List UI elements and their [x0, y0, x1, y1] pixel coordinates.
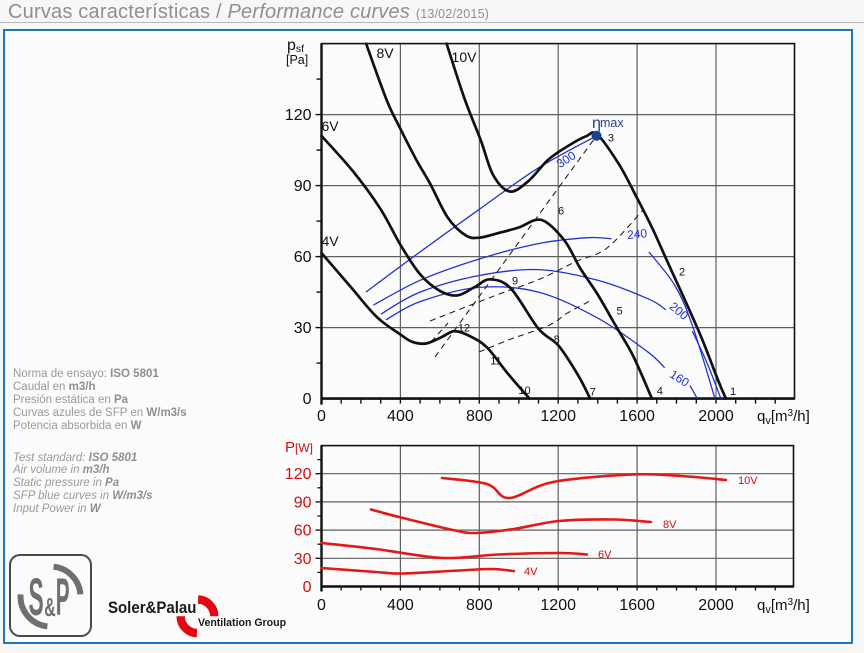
svg-text:3: 3	[608, 133, 614, 145]
svg-text:120: 120	[285, 107, 312, 124]
svg-text:1600: 1600	[619, 408, 655, 425]
svg-text:4V: 4V	[321, 233, 339, 249]
svg-text:8V: 8V	[376, 45, 394, 61]
svg-text:S: S	[29, 567, 44, 627]
svg-text:10V: 10V	[738, 475, 758, 487]
svg-text:0: 0	[303, 391, 312, 408]
svg-text:30: 30	[294, 320, 312, 337]
svg-text:6V: 6V	[598, 549, 612, 561]
svg-text:6: 6	[558, 206, 564, 218]
svg-text:0: 0	[303, 579, 312, 596]
svg-text:&: &	[44, 593, 55, 622]
svg-text:8V: 8V	[663, 519, 677, 531]
svg-text:90: 90	[294, 178, 312, 195]
svg-text:η: η	[592, 115, 601, 132]
svg-text:Ventilation Group: Ventilation Group	[198, 617, 286, 629]
svg-text:1200: 1200	[540, 408, 576, 425]
svg-text:10: 10	[518, 385, 530, 397]
svg-text:120: 120	[285, 466, 312, 483]
svg-text:800: 800	[466, 597, 493, 614]
svg-text:P[W]: P[W]	[285, 439, 313, 456]
svg-text:9: 9	[512, 276, 518, 288]
svg-text:10V: 10V	[452, 49, 478, 65]
svg-text:240: 240	[627, 226, 648, 242]
svg-text:400: 400	[387, 597, 414, 614]
svg-text:qv[m3/h]: qv[m3/h]	[757, 408, 810, 427]
svg-text:0: 0	[317, 408, 326, 425]
svg-text:7: 7	[590, 387, 596, 399]
svg-text:6V: 6V	[321, 118, 339, 134]
svg-text:P: P	[56, 568, 70, 627]
svg-text:Soler&Palau: Soler&Palau	[108, 599, 196, 617]
svg-text:4V: 4V	[524, 566, 538, 578]
svg-text:90: 90	[294, 494, 312, 511]
svg-text:2000: 2000	[698, 408, 734, 425]
svg-text:4: 4	[657, 385, 663, 397]
svg-text:1: 1	[730, 386, 736, 398]
svg-text:60: 60	[294, 249, 312, 266]
svg-text:1600: 1600	[619, 597, 655, 614]
svg-text:12: 12	[458, 323, 470, 335]
svg-text:60: 60	[294, 523, 312, 540]
svg-text:8: 8	[554, 334, 560, 346]
svg-text:30: 30	[294, 551, 312, 568]
svg-text:max: max	[600, 116, 624, 130]
svg-text:0: 0	[317, 597, 326, 614]
svg-text:5: 5	[617, 306, 623, 318]
svg-text:[Pa]: [Pa]	[286, 53, 308, 67]
svg-text:400: 400	[387, 408, 414, 425]
svg-text:2000: 2000	[698, 597, 734, 614]
svg-text:800: 800	[466, 408, 493, 425]
svg-text:1200: 1200	[540, 597, 576, 614]
svg-text:11: 11	[490, 356, 501, 368]
svg-text:qv[m3/h]: qv[m3/h]	[757, 597, 810, 616]
svg-text:2: 2	[679, 267, 685, 279]
